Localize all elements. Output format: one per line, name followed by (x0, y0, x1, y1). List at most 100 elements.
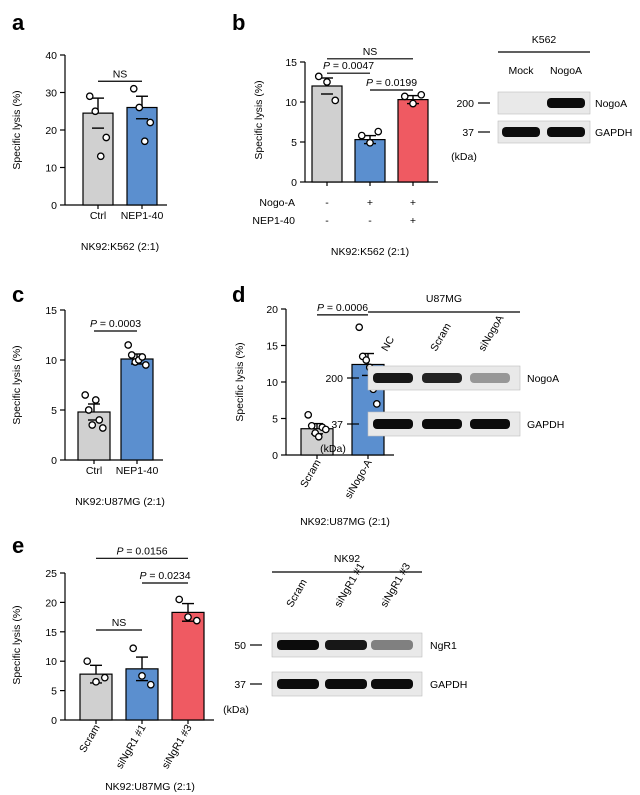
panel-letter-b: b (232, 10, 245, 35)
blot-protein-label: GAPDH (430, 679, 467, 691)
bar (77, 411, 111, 461)
data-point (307, 421, 316, 430)
blot-kda-unit: (kDa) (451, 151, 477, 163)
data-point (100, 673, 109, 682)
y-tick-label: 5 (51, 405, 57, 417)
panel-d: d 0 5 10 15 20 Specific lysis (%) Scram siNogo-A… (232, 282, 394, 528)
y-axis-label: Specific lysis (%) (11, 345, 23, 424)
blot-band (373, 419, 413, 429)
data-point (323, 78, 331, 86)
y-tick-label: 10 (45, 163, 57, 175)
data-point (374, 127, 383, 136)
y-tick-label: 0 (51, 200, 57, 212)
p-value: = 0.0234 (146, 570, 190, 582)
y-tick-label: 20 (45, 125, 57, 137)
data-point (175, 595, 184, 604)
p-value: = 0.0199 (373, 77, 417, 89)
blot-band (325, 640, 367, 650)
bar (120, 358, 154, 461)
x-tick-label: siNgR1 #3 (160, 722, 195, 771)
data-point (85, 92, 94, 101)
data-point (138, 672, 146, 680)
data-point (95, 416, 104, 424)
blot-membrane (497, 91, 591, 115)
y-tick-label: 5 (51, 686, 57, 698)
x-tick-label: Scram (298, 457, 324, 489)
blot-band (470, 419, 510, 429)
blot-protein-label: GAPDH (527, 419, 564, 431)
x-tick-label: NEP1-40 (116, 465, 159, 477)
blot-cell-line: NK92 (334, 553, 360, 565)
y-tick-label: 30 (45, 88, 57, 100)
western-blot-e: NK92 Scram siNgR1 #1 siNgR1 #3 50 NgR1 37 GAPDH… (223, 553, 467, 716)
y-axis-label: Specific lysis (%) (253, 80, 265, 159)
condition-mark: - (325, 197, 329, 209)
data-point (88, 421, 97, 429)
x-tick-label: Scram (77, 722, 103, 754)
condition-mark: + (410, 197, 416, 209)
y-tick-label: 25 (45, 568, 57, 580)
significance-label: P = 0.0003 (90, 318, 141, 330)
blot-marker: 37 (234, 679, 246, 691)
data-point (124, 341, 133, 349)
blot-band (547, 98, 585, 108)
significance-label: P = 0.0156 (116, 545, 167, 557)
bar (171, 611, 205, 721)
data-point (409, 99, 417, 108)
p-symbol: P (90, 318, 97, 330)
p-symbol: P (139, 570, 146, 582)
panel-a: a 0 10 20 30 40 Specific lysis (%) Ctrl NEP1-40 N… (11, 10, 167, 253)
x-tick-label: siNgR1 #1 (114, 722, 149, 771)
blot-lane-label: Mock (508, 65, 534, 77)
y-tick-label: 15 (45, 627, 57, 639)
data-point (362, 356, 371, 364)
blot-band (502, 127, 540, 137)
y-tick-label: 40 (45, 50, 57, 62)
data-point (372, 400, 381, 408)
data-point (91, 107, 100, 116)
blot-marker: 50 (234, 640, 246, 652)
data-point (98, 424, 107, 432)
data-point (81, 391, 90, 399)
x-tick-label: Ctrl (86, 465, 102, 477)
data-point (102, 133, 111, 142)
condition-mark: - (325, 215, 329, 227)
blot-membrane (497, 120, 591, 144)
blot-kda-unit: (kDa) (223, 704, 249, 716)
condition-mark: + (410, 215, 416, 227)
data-point (366, 138, 374, 147)
panel-subtitle: NK92:U87MG (2:1) (75, 496, 165, 508)
blot-marker: 200 (456, 98, 474, 110)
data-point (331, 96, 340, 105)
western-blot-b: K562 Mock NogoA 200 NogoA 37 GAPDH (kDa) (451, 34, 632, 163)
data-point (129, 84, 138, 93)
blot-marker: 200 (325, 373, 343, 385)
blot-lane-label: NC (379, 334, 397, 353)
data-point (321, 425, 330, 434)
y-tick-label: 0 (51, 455, 57, 467)
data-point (314, 432, 323, 441)
condition-mark: - (368, 215, 372, 227)
y-tick-label: 20 (266, 304, 278, 316)
blot-band (277, 640, 319, 650)
blot-band (371, 679, 413, 689)
p-symbol: P (116, 545, 123, 557)
y-tick-label: 5 (291, 137, 297, 149)
blot-cell-line: K562 (532, 34, 557, 46)
data-point (91, 396, 100, 404)
data-point (129, 644, 138, 653)
y-tick-label: 15 (266, 341, 278, 353)
data-point (127, 351, 136, 359)
panel-subtitle: NK92:U87MG (2:1) (105, 781, 195, 793)
p-value: = 0.0006 (324, 302, 368, 314)
blot-band (547, 127, 585, 137)
significance-label: P = 0.0006 (317, 302, 368, 314)
panel-subtitle: NK92:K562 (2:1) (331, 246, 409, 258)
y-tick-label: 10 (45, 656, 57, 668)
blot-band (277, 679, 319, 689)
blot-band (371, 640, 413, 650)
p-value: = 0.0047 (330, 60, 374, 72)
data-point (192, 616, 201, 625)
p-symbol: P (323, 60, 330, 72)
